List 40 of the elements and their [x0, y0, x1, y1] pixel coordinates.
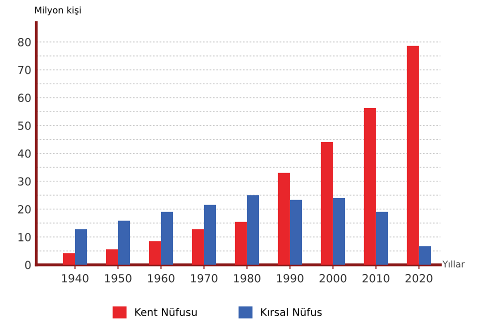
bar	[406, 46, 419, 265]
bar	[62, 253, 75, 265]
y-tick-label: 10	[18, 232, 31, 242]
bar	[160, 212, 174, 265]
x-tick-label: 2000	[320, 274, 346, 282]
bar	[74, 229, 88, 265]
legend-label: Kent Nüfusu	[135, 308, 197, 316]
bar	[278, 172, 290, 265]
y-axis-title: Milyon kişi	[35, 6, 81, 16]
y-tick-label: 0	[25, 260, 31, 270]
bar	[234, 222, 247, 265]
bar	[204, 204, 216, 265]
x-tick-label: 1960	[148, 274, 174, 282]
y-tick-label: 60	[18, 94, 31, 102]
bar	[364, 108, 376, 265]
bar	[320, 142, 333, 265]
bar	[290, 200, 302, 265]
bar	[418, 246, 431, 265]
y-tick-label: 40	[18, 149, 31, 158]
y-tick-label: 50	[18, 122, 31, 130]
y-tick-label: 20	[18, 205, 31, 214]
bar	[118, 220, 130, 265]
legend-label: Kırsal Nüfus	[261, 308, 322, 316]
y-tick-label: 30	[18, 177, 31, 186]
x-axis-title: Yıllar	[442, 260, 465, 268]
x-tick-label: 1970	[191, 274, 218, 282]
x-tick-label: 1950	[105, 274, 132, 282]
x-tick-label: 1940	[62, 274, 88, 282]
x-tick-label: 2010	[362, 274, 390, 282]
bar	[106, 249, 118, 265]
y-tick-label: 70	[18, 66, 31, 74]
x-tick-label: 1990	[277, 274, 304, 282]
bar	[246, 195, 260, 265]
y-tick-label: 80	[18, 38, 31, 46]
x-tick-label: 2020	[406, 274, 432, 282]
x-tick-label: 1980	[234, 274, 260, 282]
bar	[376, 212, 388, 265]
bar	[192, 229, 204, 265]
bar	[332, 198, 345, 265]
bar	[148, 241, 161, 265]
